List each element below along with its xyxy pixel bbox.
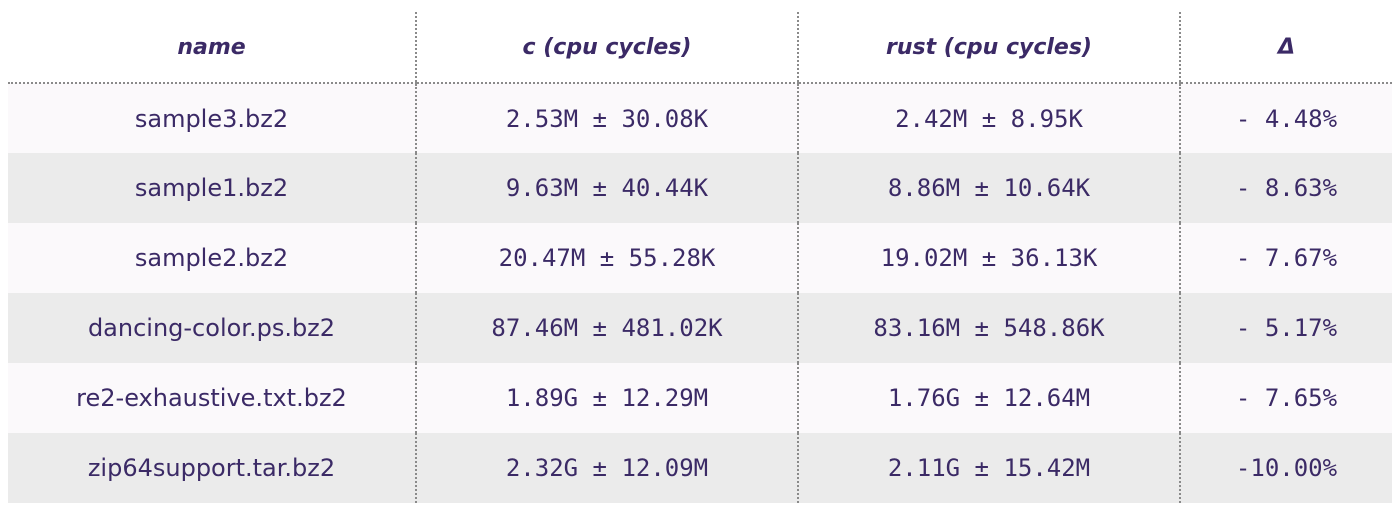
cell-name: re2-exhaustive.txt.bz2: [76, 384, 347, 412]
benchmark-table-container: name c (cpu cycles) rust (cpu cycles) Δ …: [8, 12, 1392, 508]
header-delta: Δ: [1179, 12, 1392, 84]
cell-name: sample2.bz2: [134, 244, 289, 272]
cell-rust: 83.16M ± 548.86K: [797, 293, 1180, 363]
cell-delta: - 5.17%: [1179, 293, 1392, 363]
cell-c: 9.63M ± 40.44K: [415, 153, 798, 223]
table-header: name c (cpu cycles) rust (cpu cycles) Δ: [8, 12, 1392, 84]
cell-c: 2.32G ± 12.09M: [415, 433, 798, 503]
cell-name: sample3.bz2: [134, 104, 289, 133]
cell-c: 1.89G ± 12.29M: [415, 363, 798, 433]
table-row: dancing-color.ps.bz2 87.46M ± 481.02K 83…: [8, 293, 1392, 363]
cell-delta: -10.00%: [1179, 433, 1392, 503]
cell-delta: - 7.67%: [1179, 223, 1392, 293]
cell-rust: 1.76G ± 12.64M: [797, 363, 1180, 433]
cell-c: 20.47M ± 55.28K: [415, 223, 798, 293]
table-row: zip64support.tar.bz2 2.32G ± 12.09M 2.11…: [8, 433, 1392, 503]
cell-rust: 19.02M ± 36.13K: [797, 223, 1180, 293]
header-name: name: [8, 12, 416, 84]
cell-name: zip64support.tar.bz2: [87, 454, 336, 482]
cell-rust: 8.86M ± 10.64K: [797, 153, 1180, 223]
benchmark-table: name c (cpu cycles) rust (cpu cycles) Δ …: [8, 12, 1392, 503]
cell-name: sample1.bz2: [134, 174, 289, 202]
cell-delta: - 4.48%: [1179, 83, 1392, 153]
header-c-cpu-cycles: c (cpu cycles): [415, 12, 798, 84]
cell-c: 2.53M ± 30.08K: [415, 83, 798, 153]
table-body: sample3.bz2 2.53M ± 30.08K 2.42M ± 8.95K…: [8, 83, 1392, 503]
cell-name: dancing-color.ps.bz2: [87, 314, 336, 342]
table-row: sample1.bz2 9.63M ± 40.44K 8.86M ± 10.64…: [8, 153, 1392, 223]
table-row: sample3.bz2 2.53M ± 30.08K 2.42M ± 8.95K…: [8, 83, 1392, 153]
header-row: name c (cpu cycles) rust (cpu cycles) Δ: [8, 12, 1392, 84]
cell-rust: 2.42M ± 8.95K: [797, 83, 1180, 153]
cell-delta: - 8.63%: [1179, 153, 1392, 223]
cell-c: 87.46M ± 481.02K: [415, 293, 798, 363]
header-rust-cpu-cycles: rust (cpu cycles): [797, 12, 1180, 84]
cell-rust: 2.11G ± 15.42M: [797, 433, 1180, 503]
table-row: sample2.bz2 20.47M ± 55.28K 19.02M ± 36.…: [8, 223, 1392, 293]
cell-delta: - 7.65%: [1179, 363, 1392, 433]
table-row: re2-exhaustive.txt.bz2 1.89G ± 12.29M 1.…: [8, 363, 1392, 433]
